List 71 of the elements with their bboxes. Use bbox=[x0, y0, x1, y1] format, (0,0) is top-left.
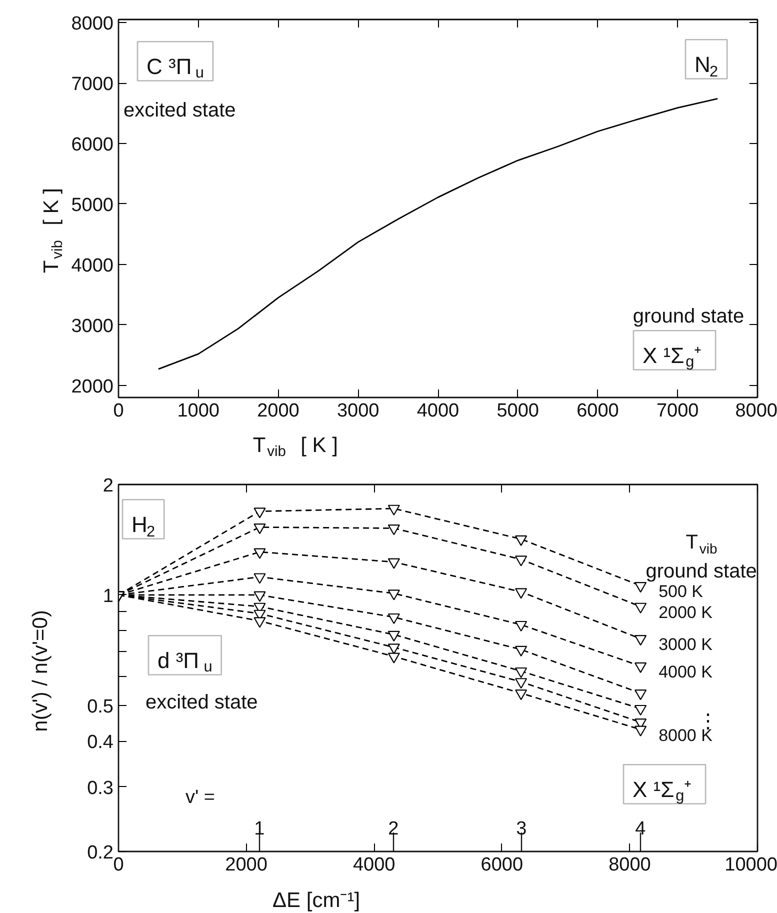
x-tick-label: 6000 bbox=[576, 400, 619, 422]
annotation: ground state bbox=[632, 306, 744, 328]
annotation: excited state bbox=[146, 692, 258, 714]
point bbox=[634, 689, 647, 700]
y-tick-label: 2000 bbox=[71, 376, 114, 398]
annotation: v' = bbox=[186, 787, 216, 808]
y-tick-label: 4000 bbox=[71, 255, 114, 276]
point bbox=[388, 524, 400, 536]
x-tick-label: 10000 bbox=[724, 854, 777, 876]
point bbox=[254, 548, 266, 559]
point bbox=[634, 634, 647, 646]
point bbox=[515, 689, 528, 700]
y-tick-label: 1 bbox=[102, 586, 114, 607]
x-tick-label: 8000 bbox=[735, 400, 777, 422]
y-tick-label: 0.3 bbox=[87, 778, 114, 799]
point bbox=[515, 667, 528, 678]
y-tick-label: 2 bbox=[102, 476, 114, 496]
point bbox=[254, 617, 266, 628]
annotation: 3 bbox=[516, 818, 527, 840]
point bbox=[254, 573, 266, 584]
point bbox=[515, 588, 528, 599]
point bbox=[254, 523, 266, 534]
y-axis-title: Tvib [ K ] bbox=[40, 188, 66, 274]
point bbox=[388, 630, 400, 642]
x-tick-label: 7000 bbox=[656, 400, 699, 422]
y-axis-title: n(v') / n(v'=0) bbox=[29, 610, 52, 732]
point bbox=[254, 591, 266, 602]
point bbox=[388, 652, 400, 664]
y-tick-label: 0.5 bbox=[87, 696, 114, 718]
annotation: 2 bbox=[388, 818, 399, 840]
point bbox=[634, 602, 647, 614]
y-tick-label: 7000 bbox=[71, 74, 114, 96]
point bbox=[515, 646, 528, 656]
x-tick-label: 2000 bbox=[225, 854, 268, 876]
y-tick-label: 0.4 bbox=[87, 732, 114, 754]
point bbox=[254, 508, 266, 518]
series-label: 4000 K bbox=[658, 662, 714, 682]
x-tick-label: 1000 bbox=[177, 400, 220, 422]
point bbox=[634, 582, 647, 593]
point bbox=[515, 678, 528, 689]
annotation: excited state bbox=[124, 100, 236, 122]
annotation: 4 bbox=[635, 818, 646, 840]
point bbox=[388, 613, 400, 624]
y-tick-label: 8000 bbox=[71, 14, 114, 35]
x-tick-label: 2000 bbox=[257, 400, 300, 422]
point bbox=[388, 644, 400, 654]
series-label: 2000 K bbox=[658, 603, 714, 622]
y-tick-label: 0.2 bbox=[87, 842, 114, 864]
point bbox=[634, 704, 647, 716]
point bbox=[515, 535, 528, 546]
point bbox=[634, 662, 647, 674]
x-tick-label: 0 bbox=[113, 854, 124, 876]
y-tick-label: 3000 bbox=[71, 316, 114, 337]
point bbox=[388, 558, 400, 569]
series-label: 3000 K bbox=[658, 635, 714, 654]
point bbox=[515, 556, 528, 566]
x-tick-label: 4000 bbox=[416, 400, 460, 422]
series-label: 500 K bbox=[658, 582, 704, 602]
x-tick-label: 3000 bbox=[336, 400, 380, 422]
y-tick-label: 5000 bbox=[71, 194, 114, 216]
x-tick-label: 0 bbox=[113, 400, 124, 422]
x-tick-label: 6000 bbox=[480, 854, 524, 876]
point bbox=[388, 504, 400, 516]
point bbox=[388, 590, 400, 600]
x-tick-label: 4000 bbox=[352, 854, 396, 876]
point bbox=[515, 620, 528, 632]
x-tick-label: 5000 bbox=[496, 400, 540, 422]
x-tick-label: 8000 bbox=[608, 854, 651, 876]
x-axis-title: ΔE [cm⁻¹] bbox=[272, 889, 360, 912]
y-tick-label: 6000 bbox=[71, 134, 114, 156]
point bbox=[634, 726, 647, 736]
